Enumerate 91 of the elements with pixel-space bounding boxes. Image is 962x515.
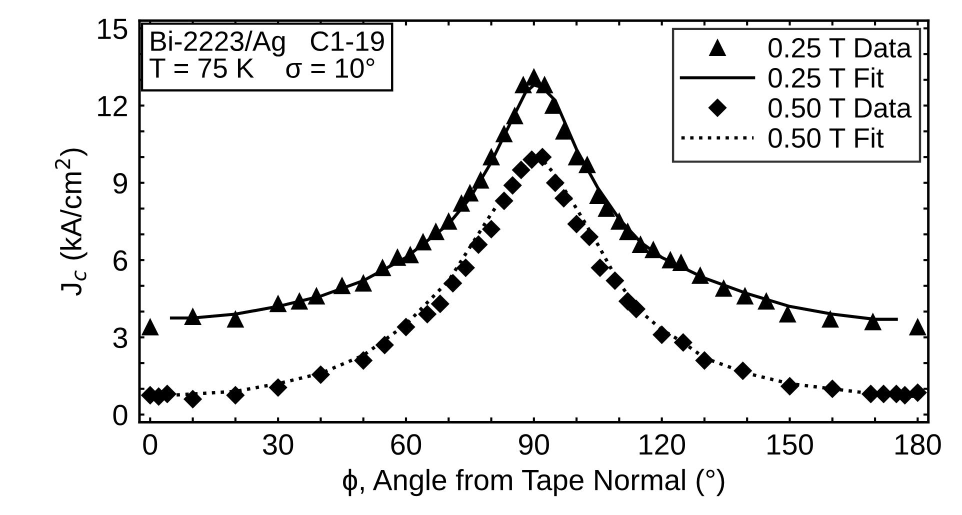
x-axis-title: ϕ, Angle from Tape Normal (°) bbox=[343, 468, 724, 496]
point bbox=[462, 184, 478, 202]
point bbox=[864, 314, 882, 330]
x-tick-label: 120 bbox=[640, 434, 686, 455]
x-tick-label: 60 bbox=[391, 434, 422, 455]
x-tick-label: 0 bbox=[143, 434, 158, 455]
point bbox=[453, 195, 470, 212]
point bbox=[504, 176, 522, 194]
y-axis-title: J$_{c}$ (kA/cm$^{2}$) bbox=[54, 148, 88, 296]
y-tick-label: 3 bbox=[113, 328, 128, 348]
point bbox=[226, 386, 244, 404]
point bbox=[692, 267, 709, 284]
point bbox=[334, 277, 350, 294]
point bbox=[632, 236, 649, 253]
point bbox=[482, 148, 500, 166]
point bbox=[482, 220, 500, 238]
point bbox=[444, 274, 462, 292]
point bbox=[514, 76, 532, 94]
point bbox=[495, 192, 514, 210]
point bbox=[428, 223, 444, 240]
point bbox=[590, 258, 610, 277]
point bbox=[598, 200, 615, 217]
point bbox=[374, 259, 391, 276]
point bbox=[456, 258, 475, 277]
point bbox=[142, 318, 158, 336]
point bbox=[909, 318, 926, 336]
point bbox=[908, 384, 927, 402]
point bbox=[506, 108, 524, 124]
point bbox=[554, 189, 573, 208]
point bbox=[536, 76, 553, 94]
point bbox=[396, 318, 416, 336]
legend-label: 0.50 T Data bbox=[768, 98, 912, 118]
point bbox=[580, 228, 598, 246]
point bbox=[544, 97, 562, 114]
y-tick-label: 6 bbox=[114, 250, 128, 271]
y-tick-label: 0 bbox=[113, 404, 128, 426]
point bbox=[674, 333, 692, 352]
point bbox=[652, 326, 671, 344]
point bbox=[644, 241, 662, 258]
point bbox=[715, 280, 732, 297]
point bbox=[568, 214, 586, 234]
x-tick-label: 90 bbox=[519, 434, 549, 455]
point bbox=[590, 187, 606, 204]
legend-label: 0.50 T Fit bbox=[768, 127, 884, 148]
x-tick-label: 150 bbox=[768, 434, 813, 455]
point bbox=[512, 160, 530, 179]
point bbox=[758, 292, 775, 310]
point bbox=[578, 156, 596, 174]
point bbox=[269, 378, 288, 397]
legend-label: 0.25 T Fit bbox=[768, 67, 884, 88]
point bbox=[546, 174, 564, 192]
point bbox=[672, 254, 690, 271]
point bbox=[431, 294, 450, 313]
point bbox=[414, 234, 432, 250]
point bbox=[312, 366, 330, 384]
point bbox=[619, 223, 636, 240]
point bbox=[227, 310, 244, 328]
point bbox=[568, 148, 585, 166]
point bbox=[308, 288, 325, 304]
point bbox=[355, 274, 372, 292]
legend-label: 0.25 T Data bbox=[768, 38, 912, 58]
point bbox=[606, 272, 624, 290]
annotation: Bi-2223/Ag C1-19 T = 75 K σ = 10° bbox=[150, 30, 384, 78]
point bbox=[627, 300, 646, 318]
point bbox=[496, 126, 512, 142]
point bbox=[695, 351, 714, 370]
y-tick-label: 12 bbox=[98, 96, 127, 116]
point bbox=[376, 336, 394, 354]
point bbox=[823, 380, 842, 398]
point bbox=[780, 377, 799, 396]
point bbox=[184, 390, 202, 408]
point bbox=[418, 305, 436, 324]
x-tick-label: 180 bbox=[896, 434, 941, 455]
point bbox=[402, 246, 419, 264]
x-tick-label: 30 bbox=[262, 434, 294, 455]
point bbox=[822, 310, 839, 328]
point bbox=[734, 362, 752, 380]
point bbox=[354, 351, 372, 370]
point bbox=[440, 213, 457, 230]
point bbox=[469, 236, 488, 254]
point bbox=[184, 308, 202, 326]
y-tick-label: 9 bbox=[114, 173, 127, 194]
y-tick-label: 15 bbox=[98, 18, 128, 40]
point bbox=[526, 68, 542, 86]
point bbox=[270, 296, 286, 312]
point bbox=[555, 122, 572, 140]
point bbox=[779, 306, 796, 322]
point bbox=[472, 172, 489, 189]
point bbox=[389, 249, 406, 266]
point bbox=[291, 292, 308, 310]
point bbox=[736, 288, 754, 304]
